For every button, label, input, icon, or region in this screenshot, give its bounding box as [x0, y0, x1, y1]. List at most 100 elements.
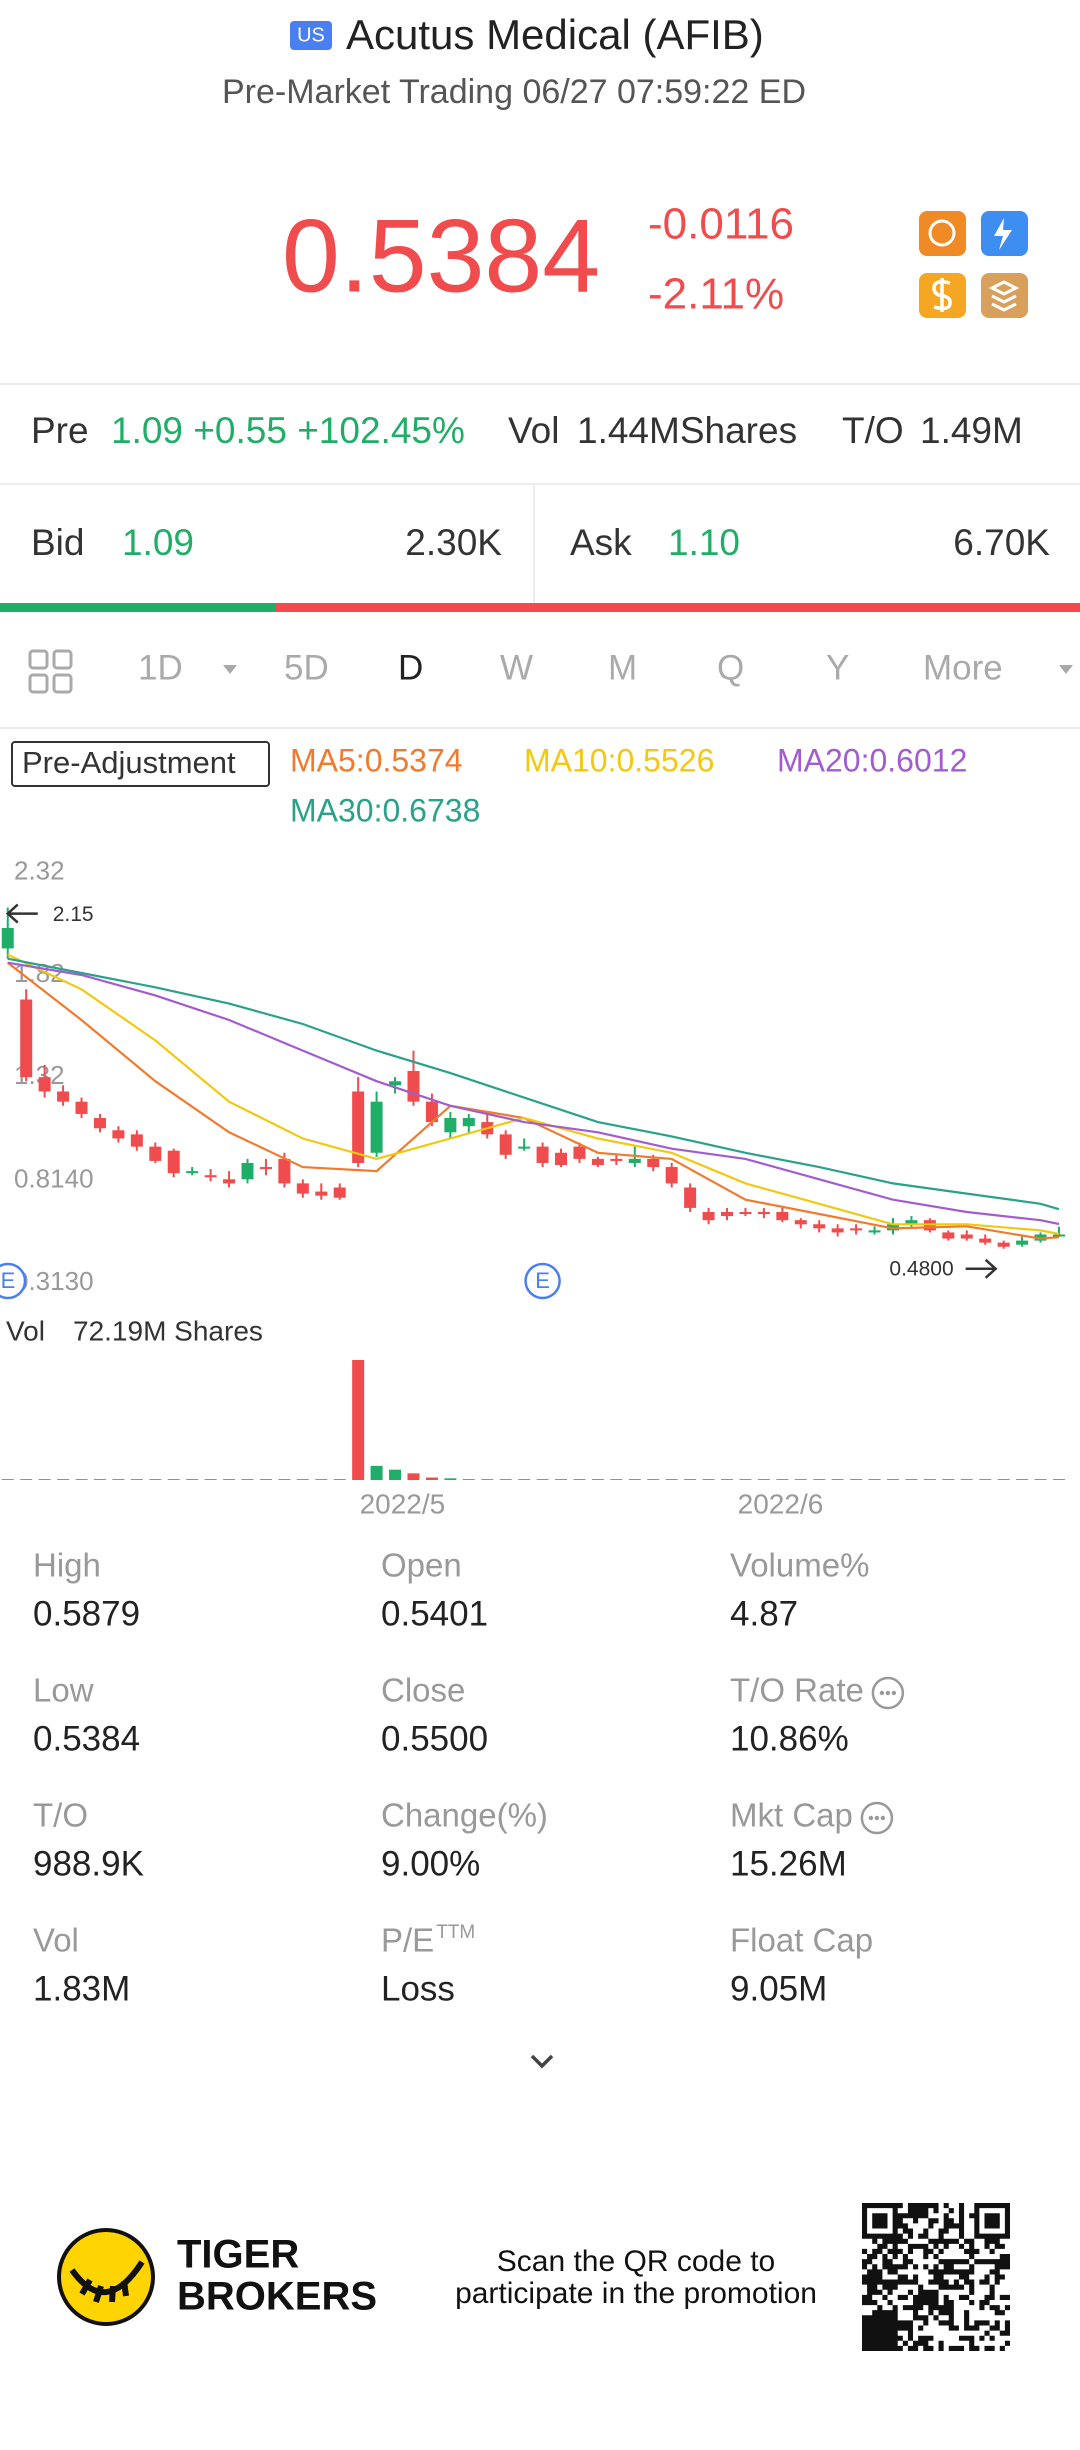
period-tab[interactable]: W — [500, 648, 533, 687]
period-tab[interactable]: More — [923, 648, 1003, 687]
volume-bar — [721, 1479, 734, 1480]
info-icon[interactable] — [871, 1676, 905, 1710]
icon-glyph — [928, 219, 956, 247]
layout-icon[interactable] — [28, 649, 73, 694]
volume-bar — [112, 1479, 125, 1480]
candle-body — [149, 1146, 162, 1161]
volume-bar — [739, 1479, 752, 1480]
stat-label: Mkt Cap — [730, 1797, 853, 1834]
candle-body — [942, 1232, 955, 1239]
dropdown-arrow[interactable] — [223, 665, 237, 674]
period-tab[interactable]: Y — [826, 648, 849, 687]
bid-size: 2.30K — [405, 522, 502, 563]
candle-body — [960, 1234, 973, 1239]
volume-bar — [979, 1479, 992, 1480]
ask-price: 1.10 — [668, 522, 740, 563]
promo-text: participate in the promotion — [455, 2277, 817, 2310]
divider — [0, 727, 1080, 729]
stat-label-sup: TTM — [436, 1922, 475, 1943]
legend-entry: MA20:0.6012 — [777, 742, 967, 778]
candle-body — [241, 1162, 254, 1180]
stat-value: 4.87 — [730, 1594, 798, 1633]
volume-bar — [555, 1479, 568, 1480]
info-dot — [868, 1815, 874, 1821]
icon[interactable] — [981, 273, 1028, 318]
candle-body — [223, 1179, 236, 1184]
x-tick-label: 2022/6 — [738, 1488, 824, 1519]
candle-body — [462, 1118, 475, 1127]
volume-bar — [481, 1479, 494, 1480]
candle-body — [610, 1158, 623, 1161]
title: Acutus Medical (AFIB) — [346, 11, 764, 58]
ask-label: Ask — [570, 522, 632, 563]
candle-body — [850, 1228, 863, 1231]
volume-bar — [149, 1479, 162, 1480]
promo-text: Scan the QR code to — [497, 2245, 776, 2278]
candle-body — [794, 1220, 807, 1225]
volume-bar — [942, 1479, 955, 1480]
stat-label: Low — [33, 1672, 94, 1709]
volume-bar — [665, 1479, 678, 1480]
volume-bar — [130, 1479, 143, 1480]
legend-entry: MA5:0.5374 — [290, 742, 463, 778]
candle-body — [776, 1212, 789, 1221]
icon[interactable] — [919, 211, 966, 256]
volume-bar — [204, 1479, 217, 1480]
price: 0.5384 — [282, 198, 600, 314]
stat-label: T/O — [33, 1797, 88, 1834]
volume-bar — [536, 1479, 549, 1480]
candle-body — [1052, 1234, 1065, 1237]
period-tab[interactable]: 5D — [284, 648, 329, 687]
info-icon[interactable] — [860, 1801, 894, 1835]
y-tick-label: 0.8140 — [14, 1163, 94, 1193]
expand-chevron[interactable] — [530, 2054, 554, 2069]
y-tick-label: 2.32 — [14, 856, 65, 886]
volume-bar — [315, 1479, 328, 1480]
candlestick-chart: MA5:0.5374 MA10:0.5526 MA20:0.6012 MA30:0.6… — [0, 742, 1065, 1519]
stat-label: Change(%) — [381, 1797, 548, 1834]
max-arrow — [5, 903, 38, 924]
stat-value: 9.05M — [730, 1969, 827, 2008]
candle-body — [905, 1220, 918, 1225]
candle-body — [739, 1212, 752, 1215]
candle-body — [868, 1230, 881, 1233]
event-marker — [0, 1262, 27, 1300]
volume-bar — [757, 1479, 770, 1480]
period-tab[interactable]: 1D — [138, 648, 183, 687]
candle-body — [296, 1183, 309, 1194]
candle-body — [1016, 1240, 1029, 1245]
icon-glyph — [994, 218, 1012, 250]
legend-entry: MA30:0.6738 — [290, 792, 480, 828]
icon-glyph — [932, 278, 952, 312]
candle-body — [536, 1146, 549, 1163]
period-tab[interactable]: Q — [717, 648, 744, 687]
volume-bar — [462, 1479, 475, 1480]
dropdown-arrow[interactable] — [1059, 665, 1073, 674]
volume-bar — [1016, 1479, 1029, 1480]
period-tab[interactable]: D — [398, 648, 423, 687]
candle-body — [444, 1118, 457, 1133]
feature-icons[interactable] — [919, 211, 1028, 318]
adjustment-label[interactable]: Pre-Adjustment — [22, 745, 236, 780]
volume-bar — [278, 1479, 291, 1480]
info-dot — [891, 1690, 897, 1696]
pre-label: Pre — [31, 410, 89, 451]
volume-bar — [57, 1479, 70, 1480]
icon-part — [52, 673, 73, 694]
stat-value: 0.5879 — [33, 1594, 140, 1633]
adjustment-button[interactable] — [11, 741, 270, 787]
volume-bar — [923, 1479, 936, 1480]
candle-body — [389, 1081, 402, 1086]
period-tab[interactable]: M — [608, 648, 637, 687]
volume-bar — [886, 1479, 899, 1480]
volume-bar — [1, 1479, 14, 1480]
candle-body — [93, 1118, 106, 1129]
candle-body — [518, 1146, 531, 1149]
candle-body — [628, 1158, 641, 1163]
candle-body — [186, 1171, 199, 1174]
candle-body — [370, 1101, 383, 1153]
candle-body — [499, 1134, 512, 1155]
stat-label: P/E — [381, 1922, 434, 1959]
